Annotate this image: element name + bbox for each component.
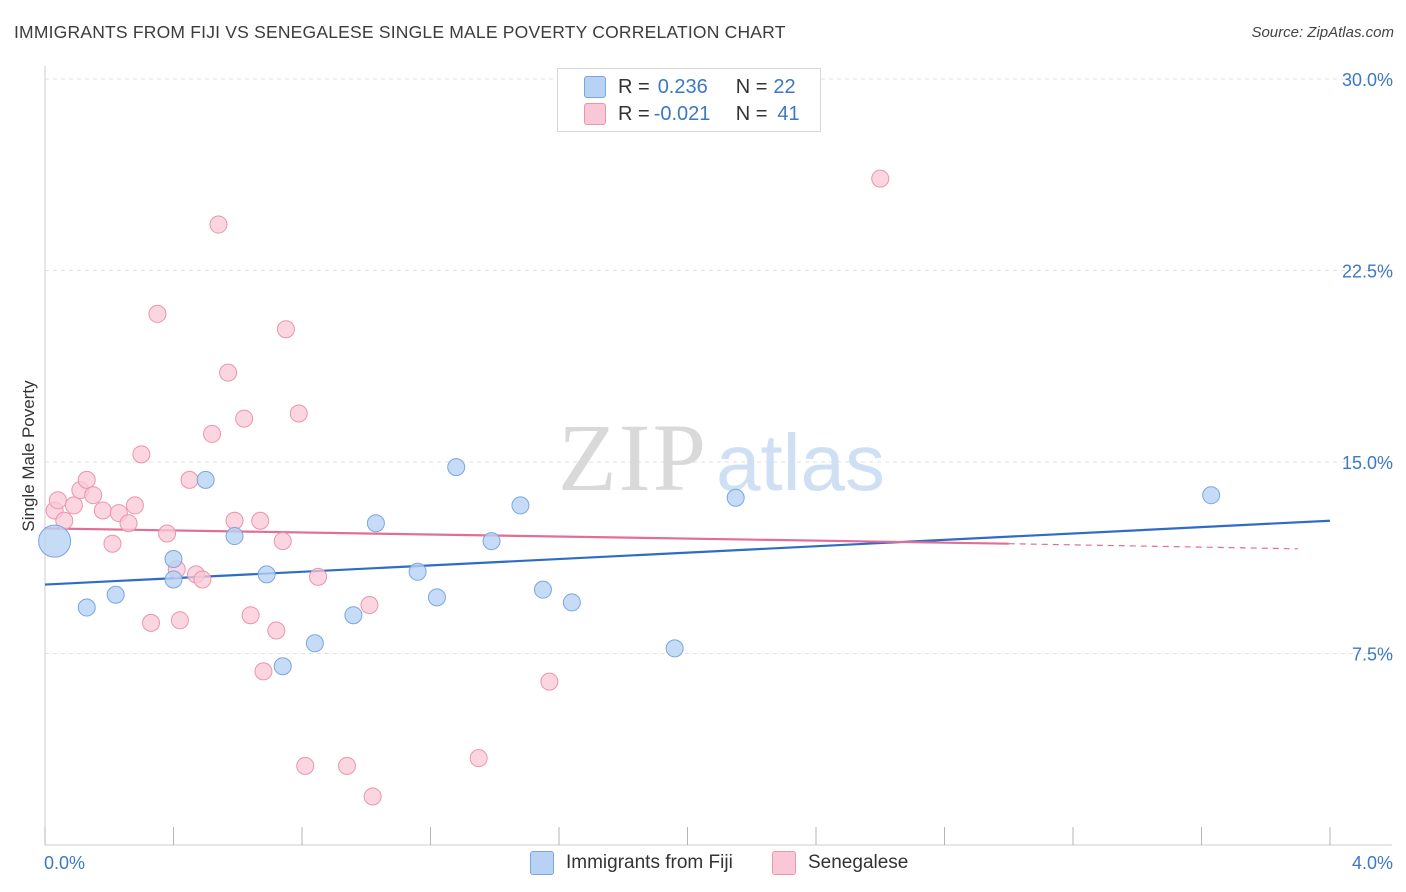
data-points: [38, 169, 1221, 806]
senegalese-point: [235, 409, 254, 428]
tick-labels: 7.5% 15.0% 22.5% 30.0% 0.0% 4.0%: [44, 70, 1393, 873]
senegalese-point: [180, 470, 199, 489]
senegalese-r-value: -0.021: [653, 102, 711, 125]
fiji-point: [482, 532, 501, 551]
fiji-swatch: [584, 76, 606, 98]
senegalese-n-value: 41: [777, 102, 800, 125]
senegalese-point: [203, 424, 222, 443]
senegalese-point: [84, 486, 103, 505]
senegalese-point: [289, 404, 308, 423]
fiji-point: [257, 565, 276, 584]
fiji-point: [344, 606, 363, 625]
senegalese-point: [469, 749, 488, 768]
chart-title: IMMIGRANTS FROM FIJI VS SENEGALESE SINGL…: [14, 22, 786, 42]
senegalese-r-label: R =: [618, 102, 650, 125]
fiji-point: [196, 470, 215, 489]
stats-row-fiji: R = 0.236 N = 22: [584, 74, 796, 100]
y-tick-label: 7.5%: [1352, 645, 1393, 665]
fiji-point: [665, 639, 684, 658]
fiji-point: [164, 550, 183, 569]
fiji-point: [447, 458, 466, 477]
senegalese-swatch: [584, 103, 606, 125]
fiji-point: [533, 580, 552, 599]
senegalese-point: [48, 491, 67, 510]
fiji-point: [38, 524, 72, 558]
senegalese-trend-line: [44, 527, 1009, 545]
senegalese-point: [337, 756, 356, 775]
stats-legend: R = 0.236 N = 22 R = -0.021 N = 41: [557, 68, 821, 132]
senegalese-point: [142, 613, 161, 632]
fiji-point: [106, 585, 125, 604]
senegalese-point: [309, 567, 328, 586]
senegalese-point: [254, 662, 273, 681]
senegalese-point: [193, 570, 212, 589]
fiji-point: [305, 634, 324, 653]
fiji-point: [77, 598, 96, 617]
fiji-point: [726, 488, 745, 507]
senegalese-point: [64, 496, 83, 515]
legend-item-fiji[interactable]: Immigrants from Fiji: [530, 851, 733, 875]
senegalese-n-label: N =: [735, 102, 768, 125]
y-axis-label: Single Male Poverty: [19, 380, 38, 532]
y-tick-label: 22.5%: [1342, 262, 1393, 282]
legend-fiji-swatch: [530, 851, 554, 875]
fiji-point: [225, 527, 244, 546]
chart-source: Source: ZipAtlas.com: [1251, 24, 1394, 41]
legend-fiji-label: Immigrants from Fiji: [566, 852, 733, 873]
senegalese-point: [93, 501, 112, 520]
fiji-r-value: 0.236: [657, 75, 708, 98]
senegalese-point: [119, 514, 138, 533]
x-tick-label: 4.0%: [1352, 853, 1393, 873]
fiji-point: [511, 496, 530, 515]
senegalese-point: [360, 595, 379, 614]
senegalese-trend-extension: [1008, 543, 1298, 550]
fiji-point: [408, 562, 427, 581]
fiji-point: [1202, 486, 1221, 505]
fiji-point: [273, 657, 292, 676]
senegalese-point: [219, 363, 238, 382]
y-tick-label: 30.0%: [1342, 70, 1393, 90]
stats-row-senegalese: R = -0.021 N = 41: [584, 101, 800, 127]
senegalese-point: [273, 532, 292, 551]
senegalese-point: [170, 611, 189, 630]
legend-item-senegalese[interactable]: Senegalese: [772, 851, 908, 875]
fiji-point: [562, 593, 581, 612]
fiji-n-label: N =: [735, 75, 768, 98]
senegalese-point: [77, 470, 96, 489]
fiji-point: [427, 588, 446, 607]
senegalese-point: [103, 534, 122, 553]
legend-senegalese-swatch: [772, 851, 796, 875]
senegalese-point: [241, 606, 260, 625]
senegalese-point: [148, 304, 167, 323]
watermark-zip: ZIP: [558, 404, 708, 511]
watermark: ZIP atlas: [558, 404, 885, 511]
senegalese-point: [209, 215, 228, 234]
senegalese-point: [225, 511, 244, 530]
senegalese-point: [251, 511, 270, 530]
fiji-n-value: 22: [773, 75, 796, 98]
fiji-point: [164, 570, 183, 589]
axes: [44, 66, 1392, 846]
y-tick-label: 15.0%: [1342, 453, 1393, 473]
watermark-atlas: atlas: [716, 418, 885, 507]
senegalese-point: [125, 496, 144, 515]
legend-senegalese-label: Senegalese: [808, 852, 909, 873]
senegalese-point: [363, 787, 382, 806]
grid-lines: [45, 78, 1392, 654]
senegalese-point: [158, 524, 177, 543]
senegalese-point: [132, 445, 151, 464]
senegalese-point: [540, 672, 559, 691]
senegalese-point: [276, 320, 295, 339]
x-tick-label: 0.0%: [44, 853, 85, 873]
senegalese-point: [267, 621, 286, 640]
senegalese-point: [296, 756, 315, 775]
fiji-point: [366, 514, 385, 533]
fiji-r-label: R =: [618, 75, 650, 98]
senegalese-point: [871, 169, 890, 188]
